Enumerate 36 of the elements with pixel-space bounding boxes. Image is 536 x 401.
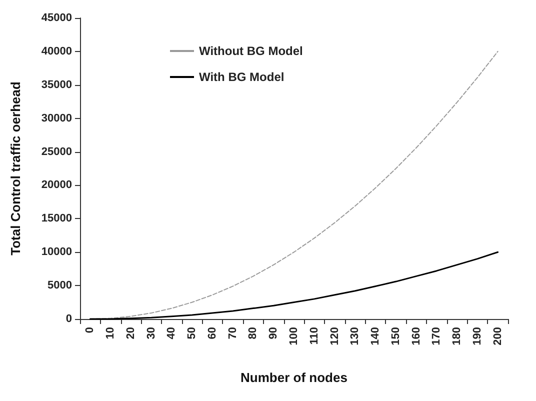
y-axis-title: Total Control traffic oerhead [8,82,23,256]
x-tick-label: 130 [349,327,362,346]
x-tick-label: 190 [471,327,484,346]
y-tick-label: 15000 [41,212,72,225]
y-tick-label: 0 [66,313,72,325]
y-tick-label: 40000 [41,45,72,58]
x-tick-label: 50 [186,327,198,340]
x-tick-label: 100 [288,327,300,346]
legend-label: Without BG Model [199,44,303,58]
x-tick-label: 80 [247,327,260,340]
x-tick-label: 60 [206,327,218,340]
x-tick-label: 70 [226,327,239,340]
line-series [89,251,499,320]
x-tick-label: 10 [104,327,117,340]
y-tick-label: 10000 [41,246,72,258]
x-tick-label: 40 [166,327,178,340]
y-tick-label: 20000 [41,179,72,192]
x-tick-label: 0 [84,327,96,334]
x-tick-label: 110 [308,327,320,345]
y-tick-label: 35000 [41,78,72,91]
x-tick-label: 170 [430,327,443,346]
x-tick-label: 180 [451,327,464,346]
x-tick-label: 200 [492,327,504,346]
x-tick-label: 160 [410,327,422,346]
x-tick-label: 150 [390,327,402,346]
x-tick-label: 120 [328,327,341,346]
y-tick-label: 25000 [41,146,72,158]
x-tick-label: 140 [370,327,382,346]
x-tick-label: 90 [268,327,280,340]
x-tick-label: 30 [145,327,158,340]
x-tick-label: 20 [124,327,137,340]
legend-label: With BG Model [199,70,284,84]
y-tick-label: 30000 [41,112,72,124]
y-tick-label: 5000 [48,280,72,292]
y-tick-label: 45000 [41,12,72,24]
x-axis-title: Number of nodes [240,370,348,385]
